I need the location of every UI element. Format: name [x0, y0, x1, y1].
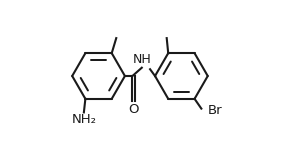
Text: NH: NH [133, 53, 152, 66]
Text: O: O [128, 103, 139, 116]
Text: NH₂: NH₂ [71, 113, 96, 126]
Text: Br: Br [207, 104, 222, 117]
